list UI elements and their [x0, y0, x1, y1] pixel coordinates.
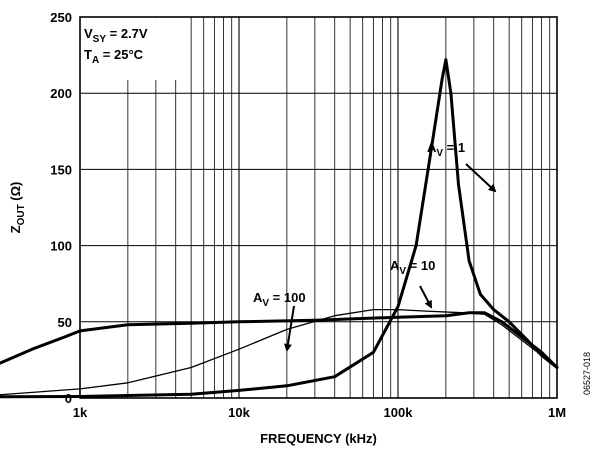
conditions-box — [81, 18, 179, 80]
series-label-2-main: A — [390, 258, 400, 273]
series-label-1-main: A — [427, 140, 437, 155]
x-tick-label: 100k — [384, 405, 414, 420]
y-axis-label-group: ZOUT (Ω) — [8, 182, 27, 234]
y-tick-label: 200 — [50, 86, 72, 101]
series-line-2 — [0, 308, 558, 396]
condition-temperature-subscript: A — [92, 55, 99, 66]
series-label-1-subscript: V — [436, 148, 443, 159]
tick-labels: 1101001k10k100k1M050100150200250 — [50, 10, 566, 420]
condition-temperature-rest: = 25°C — [99, 47, 143, 62]
series-line-3 — [0, 311, 559, 369]
plot-frame — [79, 16, 558, 399]
condition-supply-main: V — [84, 26, 93, 41]
axis-labels: FREQUENCY (kHz) ZOUT (Ω) 06527-018 — [8, 182, 592, 446]
condition-supply-subscript: SY — [93, 34, 107, 45]
series-line-1 — [0, 58, 559, 399]
x-tick-label: 1k — [73, 405, 88, 420]
series-label-1: AV = 1 — [427, 140, 465, 159]
series-label-2: AV = 10 — [390, 258, 435, 277]
condition-temperature: TA = 25°C — [84, 47, 144, 66]
y-tick-label: 0 — [65, 391, 72, 406]
figure-id-group: 06527-018 — [582, 352, 592, 395]
series-label-arrow — [283, 305, 295, 352]
figure-id: 06527-018 — [582, 352, 592, 395]
condition-supply-rest: = 2.7V — [106, 26, 148, 41]
series-label-arrow — [465, 163, 497, 193]
grid — [80, 17, 557, 398]
x-tick-label: 1M — [548, 405, 566, 420]
y-axis-label-subscript: OUT — [16, 204, 27, 225]
condition-supply: VSY = 2.7V — [84, 26, 148, 45]
y-tick-label: 250 — [50, 10, 72, 25]
x-axis-label: FREQUENCY (kHz) — [260, 431, 377, 446]
condition-temperature-main: T — [84, 47, 92, 62]
series-label-3-subscript: V — [262, 298, 269, 309]
series-label-2-subscript: V — [399, 266, 406, 277]
y-axis-label-rest: (Ω) — [8, 182, 23, 205]
series-label-3-main: A — [253, 290, 263, 305]
series-lines — [0, 58, 559, 399]
series-label-arrow — [419, 285, 432, 309]
series-label-3-rest: = 100 — [269, 290, 306, 305]
y-axis-label: ZOUT (Ω) — [8, 182, 27, 234]
series-label-3: AV = 100 — [253, 290, 306, 309]
y-axis-label-main: Z — [8, 225, 23, 233]
y-tick-label: 150 — [50, 162, 72, 177]
series-label-2-rest: = 10 — [406, 258, 435, 273]
y-tick-label: 100 — [50, 239, 72, 254]
y-tick-label: 50 — [58, 315, 72, 330]
x-tick-label: 10k — [228, 405, 250, 420]
series-label-1-rest: = 1 — [443, 140, 465, 155]
